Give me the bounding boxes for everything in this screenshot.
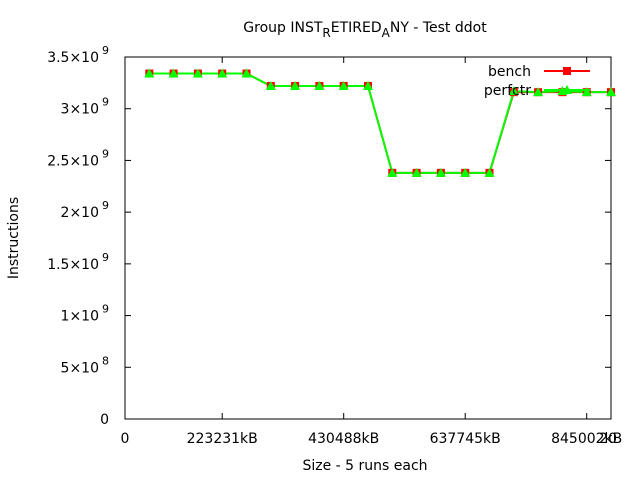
x-tick-label: 430488kB bbox=[308, 431, 379, 447]
chart-title-part-5: NY - Test ddot bbox=[390, 20, 487, 36]
y-tick-exponent: 8 bbox=[102, 354, 109, 367]
legend: bench perfctr bbox=[484, 64, 590, 99]
y-tick-mantissa: 1×10 bbox=[61, 309, 99, 325]
legend-marker-bench bbox=[563, 67, 571, 75]
data-point-perfctr bbox=[435, 167, 446, 177]
y-tick-label: 0 bbox=[100, 412, 109, 428]
data-point-perfctr bbox=[338, 80, 349, 90]
data-point-perfctr bbox=[411, 167, 422, 177]
chart-title-part-4: A bbox=[382, 26, 391, 40]
data-point-perfctr bbox=[144, 68, 155, 78]
y-tick-mantissa: 2×10 bbox=[61, 205, 99, 221]
series-layer bbox=[144, 68, 616, 177]
data-point-perfctr bbox=[192, 68, 203, 78]
legend-label-bench: bench bbox=[488, 64, 531, 80]
data-point-perfctr bbox=[241, 68, 252, 78]
y-tick-label: 3×10 9 bbox=[61, 96, 109, 118]
y-tick-label: 1×10 9 bbox=[61, 303, 109, 325]
y-tick-exponent: 9 bbox=[102, 96, 109, 109]
data-point-perfctr bbox=[290, 80, 301, 90]
y-tick-exponent: 9 bbox=[102, 199, 109, 212]
x-tick-label: 845002kB bbox=[551, 431, 622, 447]
data-point-perfctr bbox=[363, 80, 373, 90]
plot-area-frame bbox=[124, 56, 612, 420]
y-tick-exponent: 9 bbox=[102, 303, 109, 316]
y-axis-label: Instructions bbox=[6, 197, 22, 279]
data-point-perfctr bbox=[387, 167, 398, 177]
x-tick-label: 223231kB bbox=[187, 431, 258, 447]
chart-title-part-3: ETIRED bbox=[331, 20, 382, 36]
data-point-perfctr bbox=[217, 68, 228, 78]
y-tick-mantissa: 2.5×10 bbox=[47, 153, 99, 169]
x-axis-label: Size - 5 runs each bbox=[302, 458, 427, 474]
y-tick-mantissa: 3.5×10 bbox=[47, 50, 99, 66]
data-point-perfctr bbox=[168, 68, 179, 78]
y-tick-exponent: 9 bbox=[102, 44, 109, 57]
data-point-perfctr bbox=[508, 86, 519, 96]
data-point-perfctr bbox=[265, 80, 276, 90]
chart-title-part-1: Group INST bbox=[243, 20, 323, 36]
x-tick-label: 20 bbox=[599, 431, 617, 447]
chart-title-part-2: R bbox=[322, 26, 330, 40]
legend-label-perfctr: perfctr bbox=[484, 83, 531, 99]
y-tick-mantissa: 3×10 bbox=[61, 102, 99, 118]
chart-title: Group INSTRETIREDANY - Test ddot bbox=[243, 20, 487, 40]
y-tick-mantissa: 5×10 bbox=[61, 360, 99, 376]
y-tick-mantissa: 1.5×10 bbox=[47, 257, 99, 273]
y-tick-label: 2.5×10 9 bbox=[47, 147, 109, 169]
legend-marker-perfctr bbox=[562, 85, 572, 94]
data-point-perfctr bbox=[533, 87, 544, 97]
y-tick-exponent: 9 bbox=[102, 251, 109, 264]
data-point-perfctr bbox=[606, 87, 616, 97]
y-tick-label: 3.5×10 9 bbox=[47, 44, 109, 66]
data-point-perfctr bbox=[314, 80, 325, 90]
data-point-perfctr bbox=[484, 167, 495, 177]
data-point-perfctr bbox=[460, 167, 471, 177]
y-tick-mantissa: 0 bbox=[100, 412, 109, 428]
data-point-perfctr bbox=[581, 87, 592, 97]
y-tick-exponent: 9 bbox=[102, 147, 109, 160]
x-tick-label: 0 bbox=[121, 431, 130, 447]
x-tick-label: 637745kB bbox=[430, 431, 501, 447]
y-tick-label: 1.5×10 9 bbox=[47, 251, 109, 273]
axis-ticks: 05×10 81×10 91.5×10 92×10 92.5×10 93×10 93.5×1… bbox=[47, 44, 622, 447]
y-tick-label: 2×10 9 bbox=[61, 199, 109, 221]
y-tick-label: 5×10 8 bbox=[61, 354, 109, 376]
series-line-perfctr bbox=[149, 72, 611, 174]
